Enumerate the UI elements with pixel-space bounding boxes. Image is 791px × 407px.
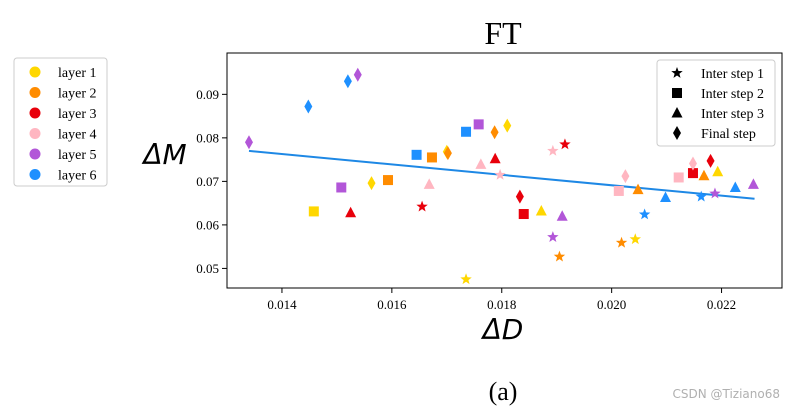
x-tick-label: 0.020 [597,297,626,312]
x-tick-label: 0.016 [377,297,407,312]
data-point-layer5-triangle [747,178,759,189]
legend-swatch-layer-1 [29,66,41,78]
data-point-layer4-diamond [688,156,697,171]
axis-ticks: 0.014 0.016 0.018 0.020 0.022 0.05 0.06 0.07 0.0… [196,87,736,312]
legend-swatch-layer-5 [29,148,41,160]
data-point-layer5-triangle [556,210,568,221]
data-point-layer2-square [426,152,437,163]
legend-swatch-layer-4 [29,128,41,139]
marker-legend-frame [656,59,776,147]
data-point-layer3-square [687,168,698,179]
data-point-layer3-square [518,209,529,220]
data-point-layer2-square [383,175,394,186]
legend-label-layer-3: layer 3 [58,107,96,122]
legend-label-inter-step-3: Inter step 3 [701,107,764,122]
data-point-layer6-triangle [660,191,672,202]
figure-caption: (a) [489,377,518,406]
data-point-layer3-star [559,138,571,150]
data-point-layer5-star [547,231,559,242]
data-points [244,67,759,285]
data-point-layer4-triangle [475,158,487,169]
data-point-layer1-star [629,233,641,245]
data-point-layer5-star [709,187,721,199]
color-legend: layer 1 layer 2 layer 3 layer 4 layer 5 layer… [13,57,108,187]
data-point-layer2-star [615,236,628,248]
legend-swatch-layer-3 [29,107,41,119]
data-point-layer1-triangle [535,204,547,216]
y-axis-label: ΔM [141,138,186,171]
legend-label-layer-5: layer 5 [58,148,96,163]
y-tick-label: 0.06 [196,217,219,232]
data-point-layer5-diamond [244,135,253,150]
data-point-layer6-triangle [729,181,741,192]
legend-swatch-layer-2 [29,87,41,98]
data-point-layer3-diamond [706,153,715,168]
data-point-layer5-square [336,182,347,193]
data-point-layer5-square [473,119,484,130]
legend-diamond-icon [673,126,681,140]
data-point-layer2-triangle [698,169,710,181]
data-point-layer6-square [411,149,422,160]
legend-label-layer-1: layer 1 [58,66,96,81]
data-point-layer4-square [613,185,624,196]
x-tick-label: 0.014 [267,297,297,312]
legend-triangle-icon [671,107,683,118]
marker-legend: Inter step 1 Inter step 2 Inter step 3 Fina… [656,59,776,147]
watermark: CSDN @Tiziano68 [672,387,780,401]
legend-label-inter-step-2: Inter step 2 [701,87,764,102]
legend-swatch-layer-6 [29,169,41,180]
legend-square-icon [672,88,682,98]
y-tick-label: 0.08 [196,130,219,145]
data-point-layer4-star [494,168,506,180]
x-tick-label: 0.018 [487,297,516,312]
x-tick-label: 0.022 [707,297,736,312]
legend-label-inter-step-1: Inter step 1 [701,67,764,82]
data-point-layer3-diamond [515,189,524,204]
data-point-layer6-square [461,126,472,137]
data-point-layer3-triangle [345,206,357,218]
legend-star-icon [671,67,683,78]
data-point-layer3-triangle [489,152,501,164]
legend-label-layer-2: layer 2 [58,87,96,102]
data-point-layer4-square [673,172,684,183]
legend-label-final-step: Final step [701,127,756,142]
y-tick-label: 0.07 [196,174,219,189]
data-point-layer1-triangle [712,165,724,177]
data-point-layer6-star [695,190,707,202]
data-point-layer2-diamond [443,146,452,161]
data-point-layer2-star [553,250,566,262]
data-point-layer5-diamond [353,67,362,82]
data-point-layer6-diamond [304,99,313,114]
legend-label-layer-4: layer 4 [58,128,96,143]
y-tick-label: 0.05 [196,261,219,276]
data-point-layer1-diamond [503,118,512,133]
data-point-layer4-star [547,144,559,156]
chart-title: FT [484,15,522,51]
data-point-layer6-diamond [343,74,352,89]
legend-label-layer-6: layer 6 [58,169,96,184]
data-point-layer4-diamond [621,169,630,184]
data-point-layer3-star [416,200,428,212]
data-point-layer6-star [638,208,651,220]
y-tick-label: 0.09 [196,87,219,102]
data-point-layer1-diamond [367,176,376,191]
data-point-layer2-diamond [490,125,499,140]
data-point-layer4-triangle [423,178,435,189]
data-point-layer1-star [460,273,472,285]
x-axis-label: ΔD [481,313,524,346]
data-point-layer1-square [308,206,319,217]
data-point-layer2-triangle [632,183,644,195]
